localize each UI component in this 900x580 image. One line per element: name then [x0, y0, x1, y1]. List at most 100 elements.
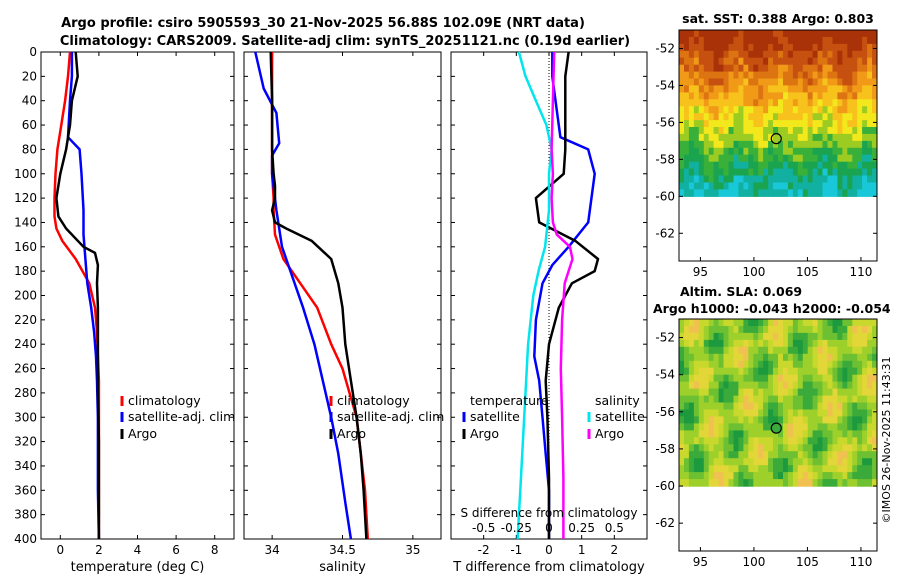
heatmap-cell	[693, 85, 700, 93]
heatmap-cell	[837, 175, 843, 183]
heatmap-cell	[728, 92, 734, 100]
heatmap-cell	[827, 326, 833, 334]
heatmap-cell	[708, 127, 715, 135]
heatmap-cell	[822, 472, 828, 480]
heatmap-cell	[787, 64, 794, 73]
heatmap-cell	[807, 140, 814, 149]
heatmap-cell	[847, 437, 853, 445]
heatmap-cell	[837, 36, 843, 45]
heatmap-cell	[857, 50, 863, 59]
heatmap-cell	[778, 99, 784, 107]
heatmap-cell	[679, 458, 685, 466]
heatmap-cell	[733, 423, 739, 431]
heatmap-cell	[842, 319, 848, 327]
heatmap-cell	[753, 416, 759, 424]
heatmap-cell	[852, 346, 858, 355]
heatmap-cell	[857, 353, 863, 362]
heatmap-cell	[807, 416, 814, 424]
heatmap-cell	[797, 127, 804, 135]
heatmap-cell	[872, 78, 878, 86]
heatmap-cell	[763, 423, 769, 431]
heatmap-cell	[738, 444, 744, 452]
heatmap-cell	[698, 175, 705, 183]
heatmap-cell	[817, 367, 824, 376]
heatmap-cell	[718, 168, 725, 177]
heatmap-cell	[758, 465, 764, 473]
heatmap-cell	[783, 437, 789, 445]
heatmap-cell	[847, 423, 853, 431]
heatmap-cell	[852, 71, 858, 80]
heatmap-cell	[822, 106, 828, 114]
heatmap-cell	[703, 367, 710, 376]
heatmap-cell	[827, 30, 833, 38]
heatmap-cell	[738, 339, 744, 348]
heatmap-cell	[783, 175, 789, 183]
heatmap-cell	[773, 430, 779, 438]
heatmap-cell	[872, 332, 878, 341]
heatmap-cell	[758, 43, 764, 52]
heatmap-cell	[688, 147, 695, 156]
heatmap-cell	[792, 388, 799, 397]
heatmap-cell	[718, 374, 725, 383]
x-tick-label: 110	[849, 555, 872, 569]
legend-label: satellite	[470, 409, 520, 424]
heatmap-cell	[778, 71, 784, 80]
heatmap-cell	[832, 133, 838, 142]
heatmap-cell	[698, 423, 705, 431]
heatmap-cell	[847, 374, 853, 383]
heatmap-cell	[787, 161, 794, 170]
heatmap-cell	[688, 120, 695, 128]
heatmap-cell	[713, 30, 720, 38]
heatmap-cell	[773, 85, 779, 93]
heatmap-cell	[748, 140, 754, 149]
heatmap-cell	[679, 353, 685, 362]
heatmap-cell	[817, 189, 824, 197]
heatmap-cell	[773, 360, 779, 369]
heatmap-cell	[822, 458, 828, 466]
heatmap-cell	[753, 161, 759, 170]
heatmap-cell	[688, 472, 695, 480]
heatmap-cell	[802, 71, 809, 80]
heatmap-cell	[807, 374, 814, 383]
heatmap-cell	[827, 458, 833, 466]
heatmap-cell	[718, 367, 725, 376]
heatmap-cell	[679, 43, 685, 52]
heatmap-cell	[679, 395, 685, 404]
series-line-s-satellite	[516, 51, 553, 540]
heatmap-cell	[857, 416, 863, 424]
heatmap-cell	[807, 319, 814, 327]
heatmap-cell	[857, 106, 863, 114]
heatmap-cell	[723, 140, 729, 149]
heatmap-cell	[728, 78, 734, 86]
heatmap-cell	[773, 133, 779, 142]
heatmap-cell	[797, 346, 804, 355]
heatmap-cell	[842, 120, 848, 128]
y-tick-label: -62	[655, 226, 675, 240]
heatmap-cell	[693, 71, 700, 80]
heatmap-cell	[728, 147, 734, 156]
heatmap-cell	[807, 395, 814, 404]
heatmap-cell	[723, 36, 729, 45]
heatmap-cell	[693, 472, 700, 480]
heatmap-cell	[867, 458, 873, 466]
heatmap-cell	[802, 154, 809, 163]
legend-label: satellite-adj. clim	[128, 409, 235, 424]
heatmap-cell	[758, 78, 764, 86]
heatmap-cell	[768, 339, 774, 348]
heatmap-cell	[783, 360, 789, 369]
heatmap-cell	[847, 133, 853, 142]
heatmap-cell	[787, 339, 794, 348]
heatmap-cell	[773, 127, 779, 135]
heatmap-cell	[748, 154, 754, 163]
heatmap-cell	[847, 161, 853, 170]
legend-title-salinity: salinity	[595, 393, 640, 408]
heatmap-cell	[812, 71, 819, 80]
heatmap-cell	[822, 381, 828, 390]
heatmap-cell	[743, 71, 749, 80]
heatmap-cell	[738, 395, 744, 404]
heatmap-cell	[872, 402, 878, 411]
heatmap-cell	[693, 57, 700, 66]
heatmap-cell	[768, 353, 774, 362]
heatmap-cell	[743, 64, 749, 73]
heatmap-cell	[718, 437, 725, 445]
